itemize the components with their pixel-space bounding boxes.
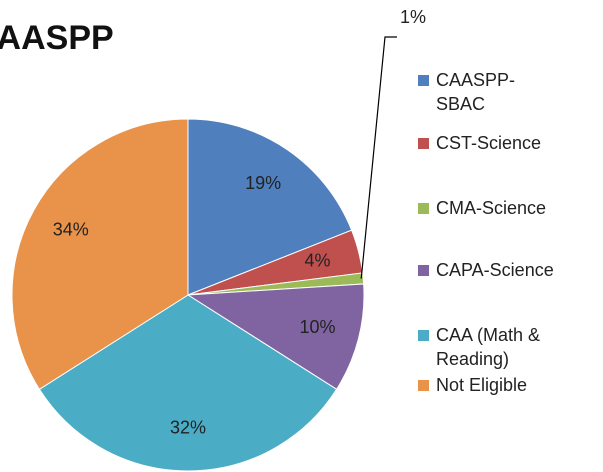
chart-title: CAASPP (0, 19, 114, 57)
legend-swatch (418, 203, 429, 214)
legend-entry: CAASPP-SBAC (418, 68, 568, 116)
legend-label: CAA (Math & Reading) (436, 325, 541, 369)
slice-label: 4% (305, 250, 331, 270)
legend-swatch (418, 138, 429, 149)
legend-swatch (418, 380, 429, 391)
slice-label: 34% (53, 219, 89, 239)
legend-swatch (418, 75, 429, 86)
leader-line (360, 36, 397, 279)
legend-swatch (418, 265, 429, 276)
legend-entry: CAPA-Science (418, 258, 568, 282)
pie-slice (11, 118, 189, 390)
legend-label: Not Eligible (436, 375, 528, 395)
pie-slice (186, 283, 365, 390)
legend-label: CST-Science (436, 133, 542, 153)
slice-label: 10% (300, 317, 336, 337)
legend-label: CMA-Science (436, 198, 547, 218)
slice-label: 1% (400, 7, 426, 27)
legend-label: CAPA-Science (436, 260, 554, 280)
legend-swatch (418, 330, 429, 341)
legend-entry: Not Eligible (418, 373, 568, 397)
pie-slice (187, 118, 353, 296)
legend-entry: CST-Science (418, 131, 568, 155)
legend-entry: CMA-Science (418, 196, 568, 220)
legend-label: CAASPP-SBAC (436, 70, 516, 114)
slice-label: 19% (245, 173, 281, 193)
legend-entry: CAA (Math & Reading) (418, 323, 568, 371)
pie-slice (38, 294, 338, 472)
slice-label: 32% (170, 418, 206, 438)
